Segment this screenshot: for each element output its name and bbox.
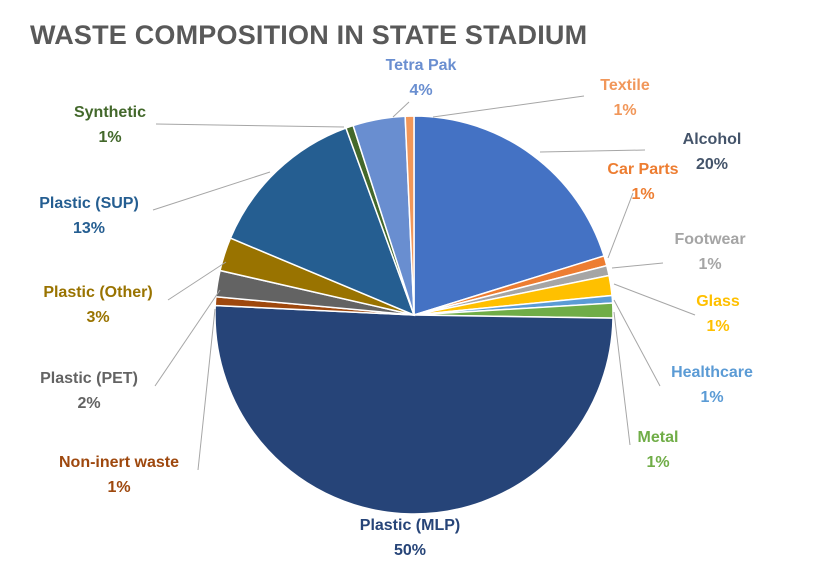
slice-name-textile: Textile <box>600 77 650 94</box>
leader-line-plastic-pet <box>154 289 221 387</box>
leader-line-metal <box>613 311 631 446</box>
slice-percent-plastic-pet: 2% <box>77 395 100 412</box>
data-labels: Alcohol 20% Car Parts 1% Footwear 1% Glass 1% He… <box>39 57 753 559</box>
pie-slice-plastic-mlp <box>214 304 614 515</box>
slice-name-car-parts: Car Parts <box>607 161 678 178</box>
slice-percent-non-inert-waste: 1% <box>107 479 130 496</box>
slice-percent-healthcare: 1% <box>700 389 723 406</box>
pie-slice-textile <box>404 115 415 316</box>
slice-percent-plastic-sup: 13% <box>73 220 105 237</box>
leader-line-tetra-pak <box>392 101 410 118</box>
slice-name-healthcare: Healthcare <box>671 364 753 381</box>
slice-percent-synthetic: 1% <box>98 129 121 146</box>
slice-percent-car-parts: 1% <box>631 186 654 203</box>
slice-name-plastic-mlp: Plastic (MLP) <box>360 517 460 534</box>
slice-name-metal: Metal <box>638 429 679 446</box>
leader-line-textile <box>432 95 585 118</box>
pie-slice-plastic-sup <box>229 127 416 317</box>
leader-line-footwear <box>611 262 664 269</box>
chart-title: WASTE COMPOSITION IN STATE STADIUM <box>30 20 588 50</box>
leader-line-non-inert-waste <box>197 308 216 471</box>
slice-name-plastic-other: Plastic (Other) <box>43 284 152 301</box>
slice-name-plastic-pet: Plastic (PET) <box>40 370 138 387</box>
slice-name-footwear: Footwear <box>674 231 745 248</box>
pie-slice-alcohol <box>413 115 605 317</box>
leader-lines <box>152 95 696 471</box>
slice-percent-plastic-mlp: 50% <box>394 542 426 559</box>
slice-percent-footwear: 1% <box>698 256 721 273</box>
slice-percent-tetra-pak: 4% <box>409 82 432 99</box>
slice-name-non-inert-waste: Non-inert waste <box>59 454 179 471</box>
slice-percent-metal: 1% <box>646 454 669 471</box>
slice-name-plastic-sup: Plastic (SUP) <box>39 195 139 212</box>
slice-name-glass: Glass <box>696 293 740 310</box>
pie-slices <box>214 115 614 515</box>
slice-percent-alcohol: 20% <box>696 156 728 173</box>
leader-line-car-parts <box>607 192 634 259</box>
slice-percent-plastic-other: 3% <box>86 309 109 326</box>
leader-line-glass <box>613 283 696 316</box>
slice-name-synthetic: Synthetic <box>74 104 146 121</box>
leader-line-alcohol <box>539 149 646 153</box>
leader-line-plastic-sup <box>152 171 271 211</box>
slice-name-alcohol: Alcohol <box>683 131 742 148</box>
slice-name-tetra-pak: Tetra Pak <box>386 57 457 74</box>
leader-line-plastic-other <box>167 261 227 301</box>
leader-line-healthcare <box>613 299 661 387</box>
leader-line-synthetic <box>155 123 345 128</box>
slice-percent-textile: 1% <box>613 102 636 119</box>
slice-percent-glass: 1% <box>706 318 729 335</box>
